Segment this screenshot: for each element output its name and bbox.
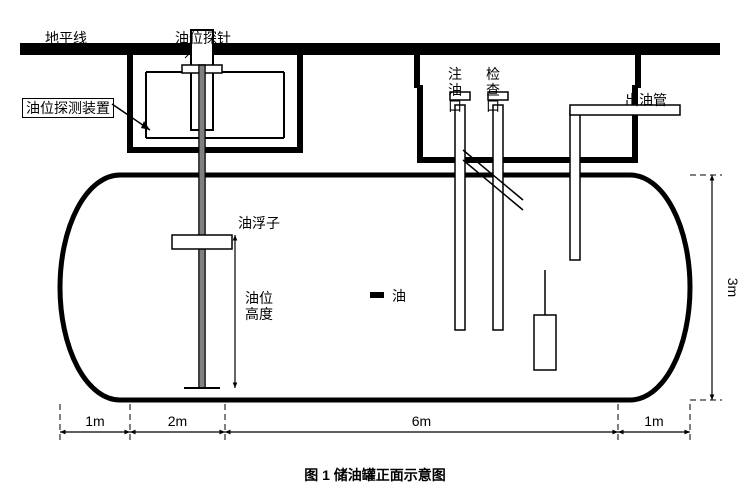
svg-text:6m: 6m — [412, 413, 431, 429]
label-oil-level: 油位 高度 — [245, 290, 273, 322]
label-inspect: 检 查 口 — [486, 66, 500, 114]
label-fill-port: 注 油 口 — [448, 66, 462, 114]
label-float: 油浮子 — [238, 215, 280, 231]
label-device: 油位探测装置 — [22, 98, 114, 118]
label-oil: 油 — [392, 288, 406, 304]
tank-diagram: 1m 2m 6m 1m 3m — [0, 0, 750, 500]
svg-text:1m: 1m — [644, 413, 663, 429]
svg-text:2m: 2m — [168, 413, 187, 429]
label-ground: 地平线 — [45, 30, 87, 46]
label-out-pipe: 出油管 — [625, 92, 667, 108]
svg-text:1m: 1m — [85, 413, 104, 429]
label-probe: 油位探针 — [175, 30, 231, 46]
figure-caption: 图 1 储油罐正面示意图 — [0, 465, 750, 485]
svg-text:3m: 3m — [725, 278, 741, 297]
